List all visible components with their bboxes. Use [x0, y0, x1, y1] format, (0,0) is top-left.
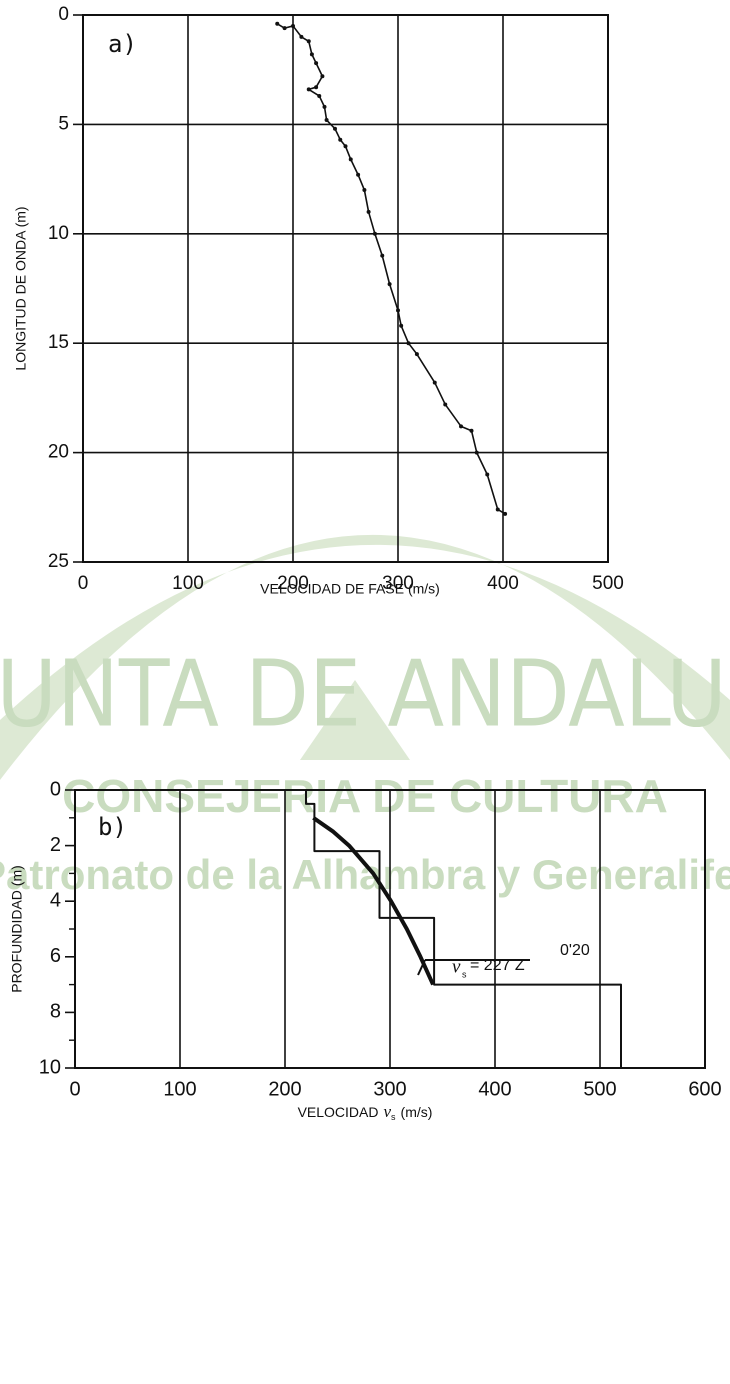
data-point [373, 232, 377, 236]
data-line [306, 790, 621, 1068]
watermark-text: Patronato de la Alhambra y Generalife [0, 851, 730, 898]
data-point [415, 352, 419, 356]
x-tick-label: 0 [78, 573, 89, 594]
y-tick-label: 2 [50, 834, 61, 856]
x-tick-label: 0 [69, 1078, 80, 1100]
data-line [313, 818, 433, 985]
panel-label: b) [98, 813, 127, 841]
data-point [485, 472, 489, 476]
x-tick-label: 100 [163, 1078, 196, 1100]
y-tick-label: 10 [39, 1056, 61, 1078]
figure: JUNTA DE ANDALUCIA CONSEJERIA DE CULTURA… [0, 0, 730, 1384]
y-tick-label: 0 [50, 778, 61, 800]
watermark-text: JUNTA DE ANDALUCIA [0, 640, 730, 747]
x-axis-title: VELOCIDAD DE FASE (m/s) [260, 581, 440, 597]
data-point [320, 74, 324, 78]
y-tick-label: 4 [50, 889, 61, 911]
watermark-text: CONSEJERIA DE CULTURA [62, 770, 668, 822]
data-point [399, 324, 403, 328]
panel-label: a) [108, 30, 137, 58]
x-tick-label: 100 [172, 573, 204, 594]
annotation-symbol: v [452, 956, 461, 977]
annotation-subscript: s [462, 969, 467, 979]
data-point [314, 85, 318, 89]
x-axis-title-part: VELOCIDAD [298, 1104, 379, 1120]
y-tick-label: 10 [48, 223, 69, 244]
data-point [433, 381, 437, 385]
y-tick-label: 15 [48, 332, 69, 353]
data-point [314, 61, 318, 65]
page: {"chart_data": [ {"type": "line", "panel… [0, 0, 730, 1384]
x-tick-label: 500 [592, 573, 624, 594]
data-point [307, 39, 311, 43]
x-tick-label: 500 [583, 1078, 616, 1100]
data-point [356, 173, 360, 177]
data-point [317, 94, 321, 98]
data-point [388, 282, 392, 286]
data-point [299, 35, 303, 39]
data-point [367, 210, 371, 214]
y-axis-title: LONGITUD DE ONDA (m) [13, 206, 29, 370]
data-point [475, 451, 479, 455]
y-tick-label: 0 [58, 4, 69, 25]
data-point [443, 402, 447, 406]
data-point [407, 341, 411, 345]
data-point [344, 144, 348, 148]
data-point [496, 507, 500, 511]
data-point [310, 52, 314, 56]
data-point [380, 254, 384, 258]
data-point [323, 105, 327, 109]
data-point [325, 118, 329, 122]
data-point [291, 24, 295, 28]
data-point [333, 127, 337, 131]
y-tick-label: 25 [48, 551, 69, 572]
y-tick-label: 6 [50, 945, 61, 967]
x-tick-label: 300 [373, 1078, 406, 1100]
data-point [283, 26, 287, 30]
x-tick-label: 400 [487, 573, 519, 594]
data-point [362, 188, 366, 192]
y-axis-title: PROFUNDIDAD (m) [9, 865, 25, 993]
y-tick-label: 5 [58, 113, 69, 134]
data-line [277, 24, 505, 514]
data-point [503, 512, 507, 516]
data-point [307, 87, 311, 91]
x-tick-label: 600 [688, 1078, 721, 1100]
x-axis-title-part: s [391, 1112, 396, 1122]
y-tick-label: 8 [50, 1001, 61, 1023]
data-point [338, 138, 342, 142]
data-point [349, 157, 353, 161]
plot-frame [83, 15, 608, 562]
data-point [470, 429, 474, 433]
x-tick-label: 400 [478, 1078, 511, 1100]
x-axis-title-part: (m/s) [401, 1104, 433, 1120]
data-point [396, 308, 400, 312]
y-tick-label: 20 [48, 442, 69, 463]
data-point [275, 22, 279, 26]
data-point [459, 424, 463, 428]
x-tick-label: 200 [268, 1078, 301, 1100]
annotation-text: = 227 Z [470, 957, 525, 974]
annotation-exponent: 0'20 [560, 942, 590, 959]
